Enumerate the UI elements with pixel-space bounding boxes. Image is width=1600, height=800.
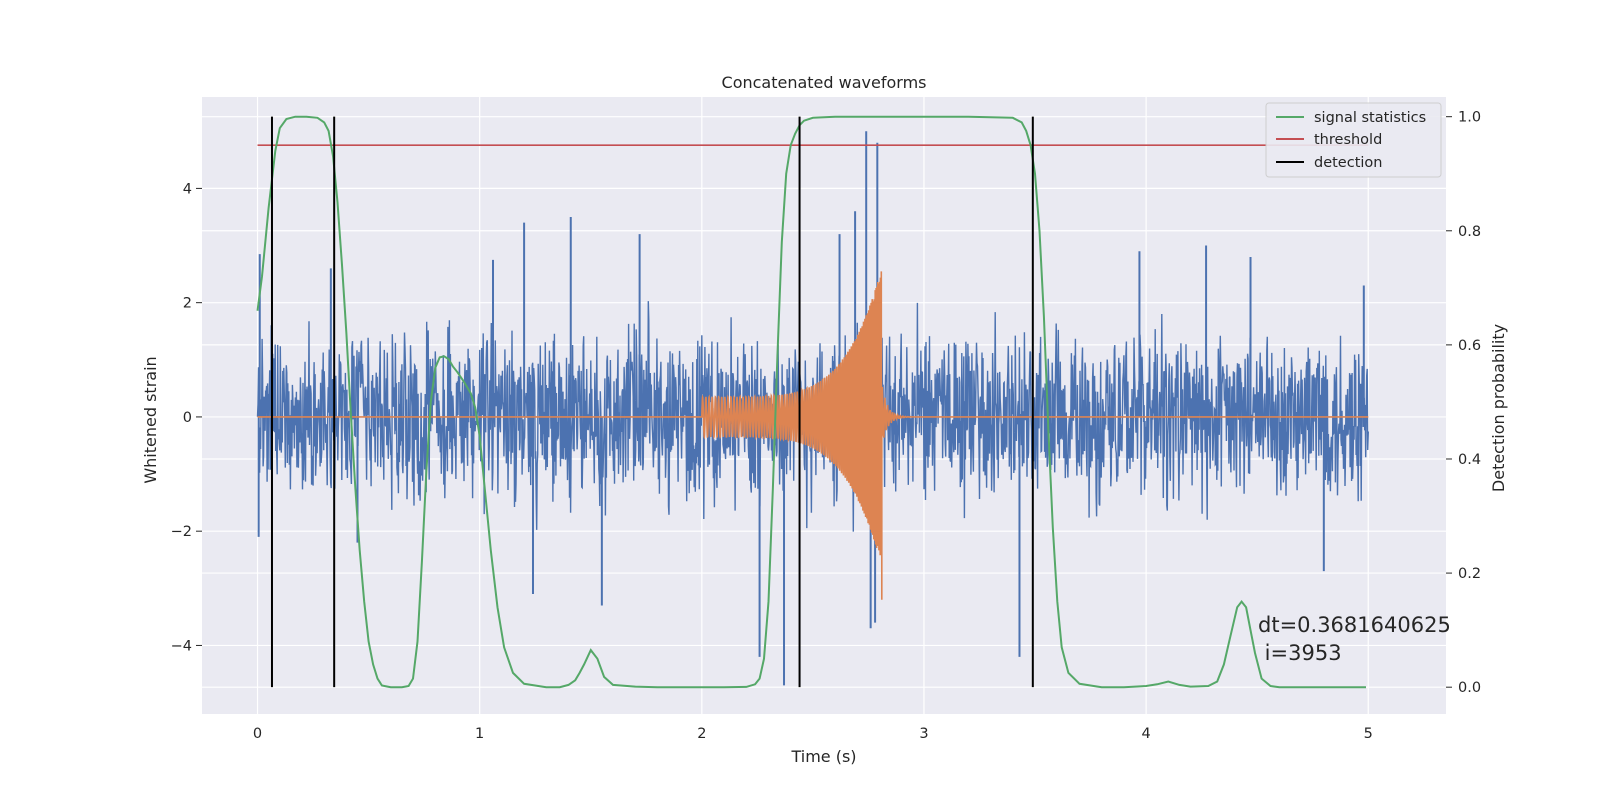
legend-entry-detection: detection [1314, 155, 1382, 171]
y-tick-label: 2 [183, 296, 192, 312]
y-tick-label: 4 [183, 181, 192, 197]
y-right-tick-label: 0.8 [1458, 224, 1481, 240]
waveform-series [257, 271, 1369, 600]
x-tick-label: 4 [1141, 726, 1150, 742]
x-axis-label: Time (s) [790, 747, 856, 766]
annotation-index: i=3953 [1258, 641, 1342, 665]
statistic-series [256, 115, 1366, 689]
ticks: 0 1 2 3 4 5 −4 −2 0 2 4 0.0 0.2 0.4 0.6 0.8 1.0 [171, 110, 1481, 742]
y-right-tick-label: 0.6 [1458, 338, 1481, 354]
y-tick-label: −2 [171, 524, 192, 540]
annotation-dt: dt=0.3681640625 [1258, 613, 1451, 637]
x-tick-label: 0 [253, 726, 262, 742]
y-tick-label: 0 [183, 410, 192, 426]
statistic-line [256, 115, 1366, 689]
legend-entry-threshold: threshold [1314, 132, 1382, 148]
y-right-tick-label: 1.0 [1458, 110, 1481, 126]
legend-box [1265, 102, 1442, 178]
legend: signal statistics threshold detection [1265, 102, 1442, 178]
legend-entry-statistic: signal statistics [1314, 110, 1426, 126]
y-right-tick-label: 0.4 [1458, 452, 1481, 468]
y-right-tick-label: 0.0 [1458, 680, 1481, 696]
x-tick-label: 5 [1364, 726, 1373, 742]
strain-series [256, 131, 1369, 686]
strain-line [256, 301, 1369, 532]
y-tick-label: −4 [171, 638, 192, 654]
x-tick-label: 1 [475, 726, 484, 742]
chart-title: Concatenated waveforms [722, 73, 927, 92]
y-axis-label: Whitened strain [141, 356, 160, 483]
x-tick-label: 3 [919, 726, 928, 742]
detection-series [270, 116, 1034, 688]
x-tick-label: 2 [697, 726, 706, 742]
waveform-line [257, 271, 1369, 600]
y-axis-right-label: Detection probability [1489, 324, 1508, 492]
y-right-tick-label: 0.2 [1458, 566, 1481, 582]
